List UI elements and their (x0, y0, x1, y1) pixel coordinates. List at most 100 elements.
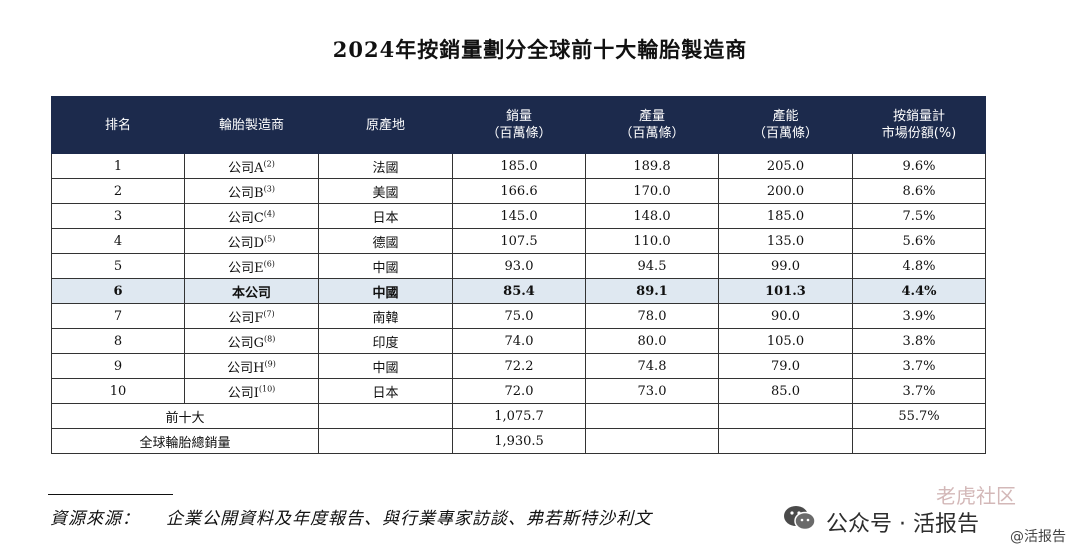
origin-cell: 日本 (318, 378, 453, 404)
maker-cell: 公司I(10) (184, 378, 319, 404)
top10-label: 前十大 (51, 403, 319, 429)
footnote-marker: (3) (263, 184, 275, 194)
capacity-cell: 101.3 (718, 278, 853, 304)
page-title: 2024年按銷量劃分全球前十大輪胎製造商 (332, 37, 748, 62)
capacity-cell: 200.0 (718, 178, 853, 204)
source-label: 資源來源： (50, 509, 140, 529)
rank-cell: 7 (51, 303, 185, 329)
global-production (585, 428, 719, 454)
sales-cell: 72.0 (452, 378, 586, 404)
footnote-marker: (2) (263, 159, 275, 169)
maker-cell: 公司E(6) (184, 253, 319, 279)
table-row: 6 本公司 中國 85.4 89.1 101.3 4.4% (51, 278, 986, 304)
production-cell: 73.0 (585, 378, 719, 404)
origin-cell: 日本 (318, 203, 453, 229)
origin-cell: 美國 (318, 178, 453, 204)
table-row: 4 公司D(5) 德國 107.5 110.0 135.0 5.6% (51, 228, 986, 254)
footnote-marker: (5) (264, 234, 276, 244)
maker-name: 本公司 (231, 285, 271, 301)
maker-cell: 公司D(5) (184, 228, 319, 254)
sales-cell: 185.0 (452, 153, 586, 179)
rank-cell: 10 (51, 378, 185, 404)
maker-name: 公司E (228, 260, 264, 276)
production-cell: 89.1 (585, 278, 719, 304)
global-label: 全球輪胎總銷量 (51, 428, 319, 454)
table-row: 9 公司H(9) 中國 72.2 74.8 79.0 3.7% (51, 353, 986, 379)
top10-origin (318, 403, 453, 429)
share-cell: 3.8% (852, 328, 986, 354)
rank-cell: 9 (51, 353, 185, 379)
footnote-marker: (10) (258, 384, 276, 394)
maker-cell: 公司G(8) (184, 328, 319, 354)
maker-cell: 公司C(4) (184, 203, 319, 229)
production-cell: 170.0 (585, 178, 719, 204)
share-cell: 3.7% (852, 353, 986, 379)
maker-cell: 本公司 (184, 278, 319, 304)
origin-cell: 南韓 (318, 303, 453, 329)
sales-cell: 93.0 (452, 253, 586, 279)
rank-cell: 1 (51, 153, 185, 179)
table-row: 1 公司A(2) 法國 185.0 189.8 205.0 9.6% (51, 153, 986, 179)
rank-cell: 5 (51, 253, 185, 279)
source-divider (48, 494, 173, 495)
table-row: 3 公司C(4) 日本 145.0 148.0 185.0 7.5% (51, 203, 986, 229)
rank-cell: 4 (51, 228, 185, 254)
sales-cell: 72.2 (452, 353, 586, 379)
share-cell: 5.6% (852, 228, 986, 254)
header-maker: 輪胎製造商 (184, 96, 319, 154)
table-row-global-total: 全球輪胎總銷量 1,930.5 (51, 428, 986, 454)
production-cell: 80.0 (585, 328, 719, 354)
capacity-cell: 105.0 (718, 328, 853, 354)
source-text: 企業公開資料及年度報告、與行業專家訪談、弗若斯特沙利文 (166, 509, 652, 529)
rank-cell: 8 (51, 328, 185, 354)
capacity-cell: 79.0 (718, 353, 853, 379)
capacity-cell: 185.0 (718, 203, 853, 229)
share-cell: 8.6% (852, 178, 986, 204)
share-cell: 7.5% (852, 203, 986, 229)
capacity-cell: 135.0 (718, 228, 853, 254)
origin-cell: 法國 (318, 153, 453, 179)
maker-name: 公司C (227, 210, 264, 226)
capacity-cell: 85.0 (718, 378, 853, 404)
production-cell: 78.0 (585, 303, 719, 329)
rank-cell: 2 (51, 178, 185, 204)
global-sales: 1,930.5 (452, 428, 586, 454)
global-share (852, 428, 986, 454)
table-row: 8 公司G(8) 印度 74.0 80.0 105.0 3.8% (51, 328, 986, 354)
maker-name: 公司B (228, 185, 264, 201)
footnote-marker: (6) (263, 259, 275, 269)
table-row-top10-total: 前十大 1,075.7 55.7% (51, 403, 986, 429)
maker-name: 公司D (227, 235, 265, 251)
maker-name: 公司H (227, 360, 265, 376)
maker-name: 公司I (227, 385, 259, 401)
footnote-marker: (4) (263, 209, 276, 219)
top10-share: 55.7% (852, 403, 986, 429)
share-cell: 4.8% (852, 253, 986, 279)
global-origin (318, 428, 453, 454)
share-cell: 4.4% (852, 278, 986, 304)
maker-name: 公司A (228, 160, 264, 176)
top10-production (585, 403, 719, 429)
table-row: 2 公司B(3) 美國 166.6 170.0 200.0 8.6% (51, 178, 986, 204)
maker-cell: 公司H(9) (184, 353, 319, 379)
maker-cell: 公司F(7) (184, 303, 319, 329)
sales-cell: 166.6 (452, 178, 586, 204)
footnote-marker: (7) (263, 309, 275, 319)
origin-cell: 中國 (318, 353, 453, 379)
footnote-marker: (8) (264, 334, 276, 344)
maker-cell: 公司B(3) (184, 178, 319, 204)
watermark-small: @活报告 (1010, 529, 1066, 545)
sales-cell: 107.5 (452, 228, 586, 254)
origin-cell: 中國 (318, 278, 453, 304)
rank-cell: 6 (51, 278, 185, 304)
sales-cell: 85.4 (452, 278, 586, 304)
header-origin: 原產地 (318, 96, 453, 154)
production-cell: 110.0 (585, 228, 719, 254)
table-header-row: 排名 輪胎製造商 原產地 銷量 （百萬條） 產量 （百萬條） 產能 （百萬條） 按銷量… (51, 96, 986, 154)
sales-cell: 75.0 (452, 303, 586, 329)
share-cell: 9.6% (852, 153, 986, 179)
production-cell: 148.0 (585, 203, 719, 229)
global-capacity (718, 428, 853, 454)
share-cell: 3.7% (852, 378, 986, 404)
maker-name: 公司F (228, 310, 264, 326)
